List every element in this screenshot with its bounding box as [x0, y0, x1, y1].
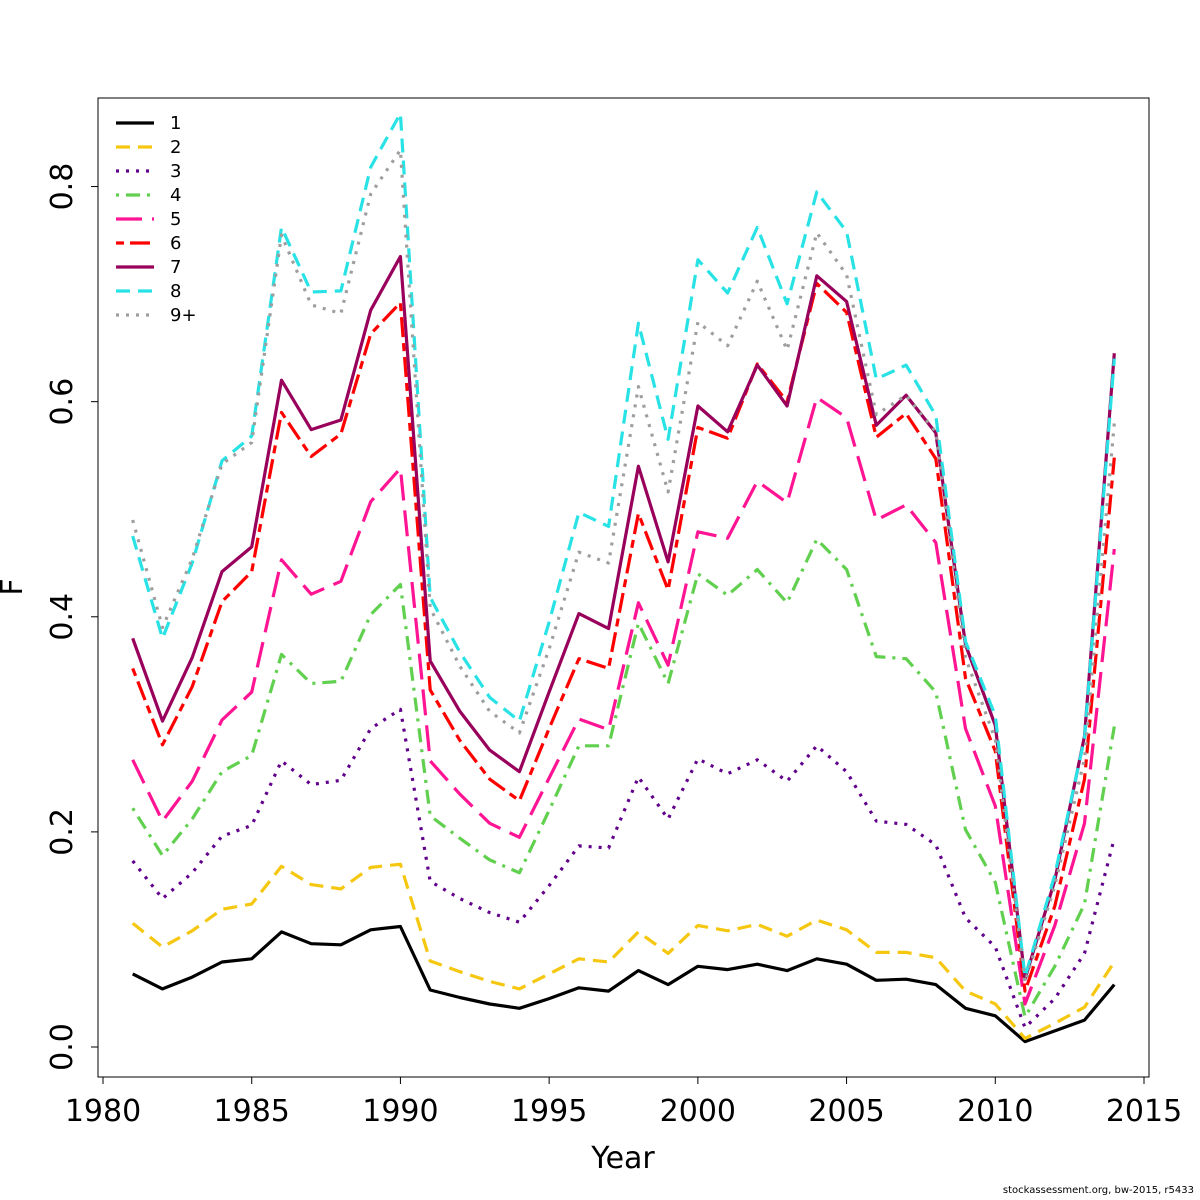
legend-label-9: 9+: [170, 305, 197, 326]
y-tick-label: 0.2: [45, 808, 80, 856]
legend-label-7: 7: [170, 257, 181, 278]
series-line-4: [131, 537, 1116, 1019]
y-tick-label: 0.4: [45, 593, 80, 641]
series-line-1: [131, 924, 1116, 1044]
series-line-2: [131, 862, 1116, 1041]
legend-label-8: 8: [170, 281, 181, 302]
x-tick-label: 2005: [808, 1094, 884, 1129]
x-tick-label: 1990: [362, 1094, 438, 1129]
legend-label-4: 4: [170, 185, 181, 206]
series-layer: [131, 111, 1116, 1044]
x-tick-label: 2015: [1106, 1094, 1182, 1129]
series-line-5: [131, 395, 1116, 1006]
series-line-9: [131, 148, 1116, 985]
series-line-6: [131, 281, 1116, 993]
series-line-8: [131, 111, 1116, 979]
legend-label-1: 1: [170, 113, 181, 134]
y-tick-label: 0.6: [45, 378, 80, 426]
legend-label-6: 6: [170, 233, 181, 254]
x-axis: 1980 1985 1990 1995 2000 2005 2010 2015: [65, 1076, 1182, 1129]
x-tick-label: 1995: [511, 1094, 587, 1129]
y-axis-title: F: [0, 578, 30, 595]
x-tick-label: 2010: [957, 1094, 1033, 1129]
y-axis: 0.0 0.2 0.4 0.6 0.8: [45, 163, 99, 1071]
legend-label-2: 2: [170, 137, 181, 158]
x-tick-label: 1985: [214, 1094, 290, 1129]
x-tick-label: 2000: [660, 1094, 736, 1129]
plot-frame: [97, 97, 1150, 1078]
legend-label-3: 3: [170, 161, 181, 182]
x-tick-label: 1980: [65, 1094, 141, 1129]
footer-credit: stockassessment.org, bw-2015, r5433: [1002, 1185, 1194, 1196]
x-axis-title: Year: [590, 1141, 655, 1176]
y-tick-label: 0.0: [45, 1023, 80, 1071]
legend-label-5: 5: [170, 209, 181, 230]
y-tick-label: 0.8: [45, 163, 80, 211]
legend: 1 2 3 4 5 6 7 8 9+: [116, 113, 197, 326]
